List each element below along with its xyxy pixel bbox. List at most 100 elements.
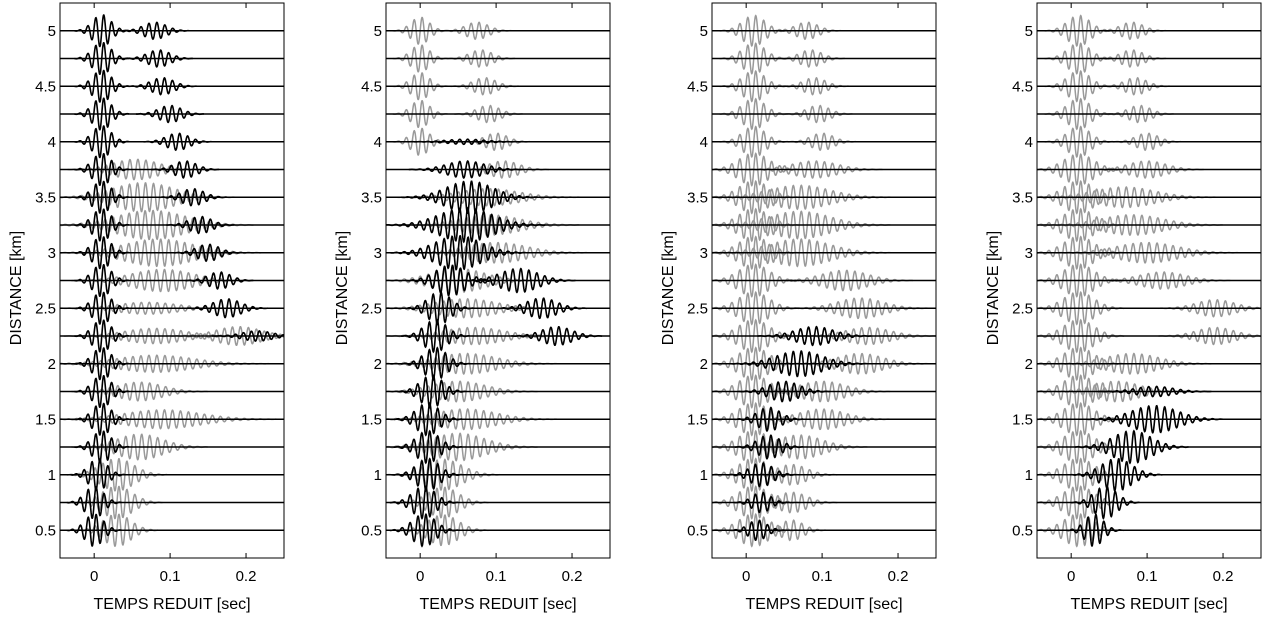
panel-3-background-wavelet-2 bbox=[712, 485, 800, 520]
panel-4: DISTANCE [km] TEMPS REDUIT [sec] 0 0.1 0.2… bbox=[985, 2, 1262, 613]
panel-2-xtick-label-2: 0.2 bbox=[562, 568, 583, 585]
panel-4-background-wavelet-2 bbox=[1037, 457, 1125, 493]
panel-3-background-wavelet-16 bbox=[712, 290, 800, 326]
panel-2-frame bbox=[385, 2, 611, 559]
panel-1-ytick-label-9: 5 bbox=[48, 23, 56, 40]
panel-1-ylabel: DISTANCE [km] bbox=[8, 231, 25, 345]
panel-1-highlight-wavelet-14 bbox=[173, 243, 242, 263]
panel-1-ytick-label-2: 1.5 bbox=[35, 411, 56, 428]
panel-2-ytick-label-5: 3 bbox=[374, 245, 382, 262]
panel-2-ytick-label-2: 1.5 bbox=[361, 411, 382, 428]
panel-4-background-wavelet-5 bbox=[1037, 374, 1125, 409]
panel-4-background-wavelet-4 bbox=[1037, 401, 1125, 437]
panel-3-background-wavelet-23 bbox=[712, 210, 891, 240]
panel-1-highlight-wavelet-12 bbox=[185, 271, 254, 290]
panel-3-ytick-label-1: 1 bbox=[700, 467, 708, 484]
panel-4-background-wavelet-13 bbox=[1037, 263, 1125, 298]
panel-4-ytick-label-8: 4.5 bbox=[1012, 78, 1033, 95]
panel-2-background-wavelet-4 bbox=[386, 408, 557, 431]
panel-2-ytick-label-7: 4 bbox=[374, 134, 382, 151]
panel-3-ytick-label-9: 5 bbox=[700, 23, 708, 40]
panel-1-ytick-label-0: 0.5 bbox=[35, 522, 56, 539]
panel-3-frame bbox=[711, 2, 937, 559]
panel-4-background-wavelet-21 bbox=[1037, 153, 1125, 186]
panel-3-background-wavelet-13 bbox=[791, 352, 929, 375]
panel-4-ytick-label-1: 1 bbox=[1025, 467, 1033, 484]
panel-3-highlight-wavelet-7 bbox=[757, 325, 872, 347]
panel-4-background-wavelet-24 bbox=[1112, 132, 1181, 152]
panel-3-background-wavelet-21 bbox=[712, 237, 891, 268]
panel-2-background-wavelet-6 bbox=[386, 352, 557, 375]
panel-1: DISTANCE [km] TEMPS REDUIT [sec] 0 0.1 0.2… bbox=[8, 2, 285, 613]
panel-2-highlight-wavelet-12 bbox=[461, 267, 576, 294]
panel-4-background-wavelet-8 bbox=[1052, 352, 1212, 375]
panel-1-xtick-label-0: 0 bbox=[90, 568, 98, 585]
panel-2-xlabel: TEMPS REDUIT [sec] bbox=[419, 596, 576, 613]
panel-4-background-wavelet-11 bbox=[1037, 290, 1125, 326]
panel-3-background-wavelet-0 bbox=[712, 512, 800, 548]
panel-3-ytick-label-6: 3.5 bbox=[687, 189, 708, 206]
panel-2-plot-area bbox=[386, 16, 610, 548]
panel-2: DISTANCE [km] TEMPS REDUIT [sec] 0 0.1 0.2… bbox=[334, 2, 611, 613]
panel-1-ytick-label-6: 3.5 bbox=[35, 189, 56, 206]
panel-4-ytick-label-0: 0.5 bbox=[1012, 522, 1033, 539]
panel-2-highlight-wavelet-15 bbox=[401, 180, 538, 215]
panel-4-ytick-label-2: 1.5 bbox=[1012, 411, 1033, 428]
panel-3-background-wavelet-25 bbox=[712, 184, 891, 211]
panel-3-plot-area bbox=[712, 14, 936, 548]
panel-1-xtick-label-1: 0.1 bbox=[160, 568, 181, 585]
panel-3-background-wavelet-18 bbox=[712, 263, 800, 298]
panel-4-background-wavelet-15 bbox=[1037, 235, 1125, 271]
panel-3-background-wavelet-29 bbox=[787, 132, 856, 152]
panel-1-frame bbox=[59, 2, 285, 559]
panel-4-background-wavelet-3 bbox=[1037, 429, 1125, 465]
panel-3-ytick-label-2: 1.5 bbox=[687, 411, 708, 428]
panel-4-background-wavelet-19 bbox=[1037, 179, 1125, 215]
panel-3-background-wavelet-14 bbox=[712, 318, 800, 354]
panel-1-ytick-label-5: 3 bbox=[48, 245, 56, 262]
panel-4-plot-area bbox=[1037, 14, 1261, 548]
panel-2-highlight-wavelet-10 bbox=[496, 297, 587, 320]
panel-4-ytick-label-7: 4 bbox=[1025, 134, 1033, 151]
panel-4-background-wavelet-22 bbox=[1090, 160, 1204, 179]
panel-2-ytick-label-4: 2.5 bbox=[361, 300, 382, 317]
panel-3-background-wavelet-24 bbox=[712, 179, 800, 215]
panel-4-ytick-label-6: 3.5 bbox=[1012, 189, 1033, 206]
panel-2-xtick-label-1: 0.1 bbox=[486, 568, 507, 585]
panel-2-ylabel: DISTANCE [km] bbox=[334, 231, 351, 345]
panel-1-highlight-wavelet-18 bbox=[158, 187, 227, 207]
panel-4-ylabel: DISTANCE [km] bbox=[985, 231, 1002, 345]
panel-1-highlight-wavelet-16 bbox=[166, 215, 235, 235]
panel-1-highlight-wavelet-20 bbox=[151, 160, 220, 179]
panel-4-background-wavelet-9 bbox=[1037, 318, 1125, 354]
panel-1-highlight-wavelet-24 bbox=[135, 104, 204, 124]
panel-3-ytick-label-3: 2 bbox=[700, 356, 708, 373]
panel-3-ytick-label-5: 3 bbox=[700, 245, 708, 262]
panel-2-highlight-wavelet-14 bbox=[386, 206, 546, 244]
panel-3-background-wavelet-19 bbox=[776, 269, 913, 292]
panel-2-ytick-label-1: 1 bbox=[374, 467, 382, 484]
panel-2-ytick-label-6: 3.5 bbox=[361, 189, 382, 206]
panel-3-xtick-label-2: 0.2 bbox=[888, 568, 909, 585]
panel-3-background-wavelet-22 bbox=[712, 207, 800, 243]
panel-4-background-wavelet-17 bbox=[1037, 207, 1125, 243]
panel-3-xlabel: TEMPS REDUIT [sec] bbox=[745, 596, 902, 613]
panel-4-ytick-label-9: 5 bbox=[1025, 23, 1033, 40]
panel-1-background-wavelet-4 bbox=[60, 408, 277, 430]
panel-3-ytick-label-4: 2.5 bbox=[687, 300, 708, 317]
panel-4-frame bbox=[1036, 2, 1262, 559]
panel-1-plot-area bbox=[60, 14, 284, 547]
panel-4-background-wavelet-7 bbox=[1037, 346, 1125, 382]
panel-3-background-wavelet-12 bbox=[712, 346, 800, 382]
panel-2-xtick-label-0: 0 bbox=[416, 568, 424, 585]
panel-4-highlight-wavelet-4 bbox=[1086, 404, 1223, 434]
panel-1-ytick-label-1: 1 bbox=[48, 467, 56, 484]
panel-2-ytick-label-8: 4.5 bbox=[361, 78, 382, 95]
panel-1-background-wavelet-8 bbox=[170, 325, 284, 347]
panel-4-background-wavelet-14 bbox=[1093, 271, 1231, 290]
panel-4-background-wavelet-20 bbox=[1037, 186, 1216, 209]
panel-4-xtick-label-1: 0.1 bbox=[1137, 568, 1158, 585]
panel-3-background-wavelet-27 bbox=[746, 160, 883, 179]
panel-3-xtick-label-1: 0.1 bbox=[812, 568, 833, 585]
